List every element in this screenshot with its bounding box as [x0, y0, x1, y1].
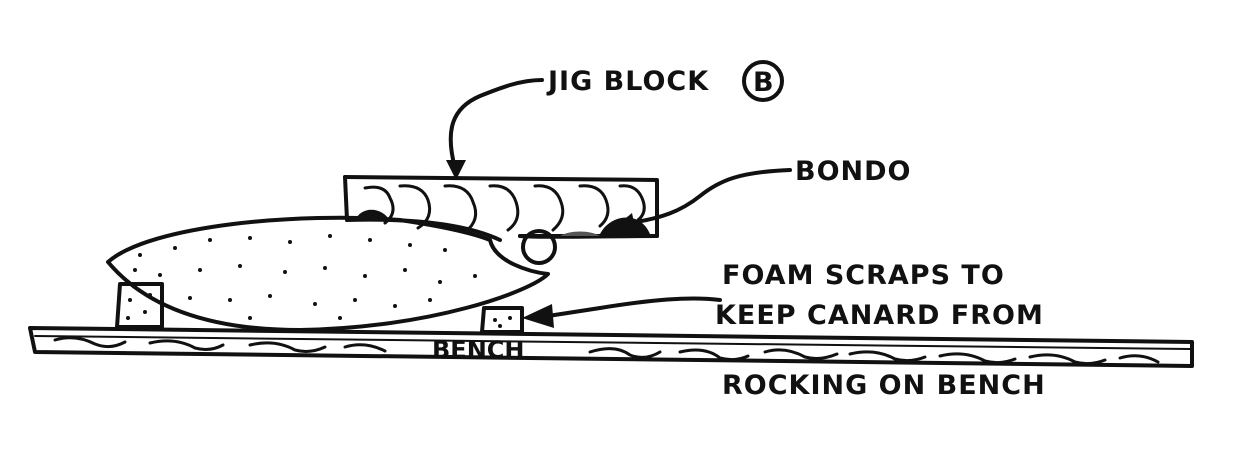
- bondo-leader: [616, 168, 792, 232]
- jig-block-marker-letter: B: [753, 67, 775, 98]
- foam-scraps-line-3: ROCKING ON BENCH: [722, 370, 1046, 401]
- bench: [28, 326, 1194, 368]
- bondo-label: BONDO: [795, 156, 912, 187]
- canard-airfoil: [106, 215, 550, 332]
- foam-scraps-line-2: KEEP CANARD FROM: [715, 300, 1044, 331]
- foam-scraps-line-1: FOAM SCRAPS TO: [722, 260, 1005, 291]
- foam-scraps-arrow: [522, 296, 722, 328]
- jig-block-label: JIG BLOCK: [546, 66, 709, 97]
- jig-block-leader: [446, 78, 544, 180]
- dowel-circle: [521, 229, 557, 265]
- jig-block-marker: B: [742, 60, 784, 102]
- bondo-blobs: [355, 209, 650, 236]
- bench-label: BENCH: [432, 336, 524, 364]
- foam-scrap-right: [480, 306, 524, 334]
